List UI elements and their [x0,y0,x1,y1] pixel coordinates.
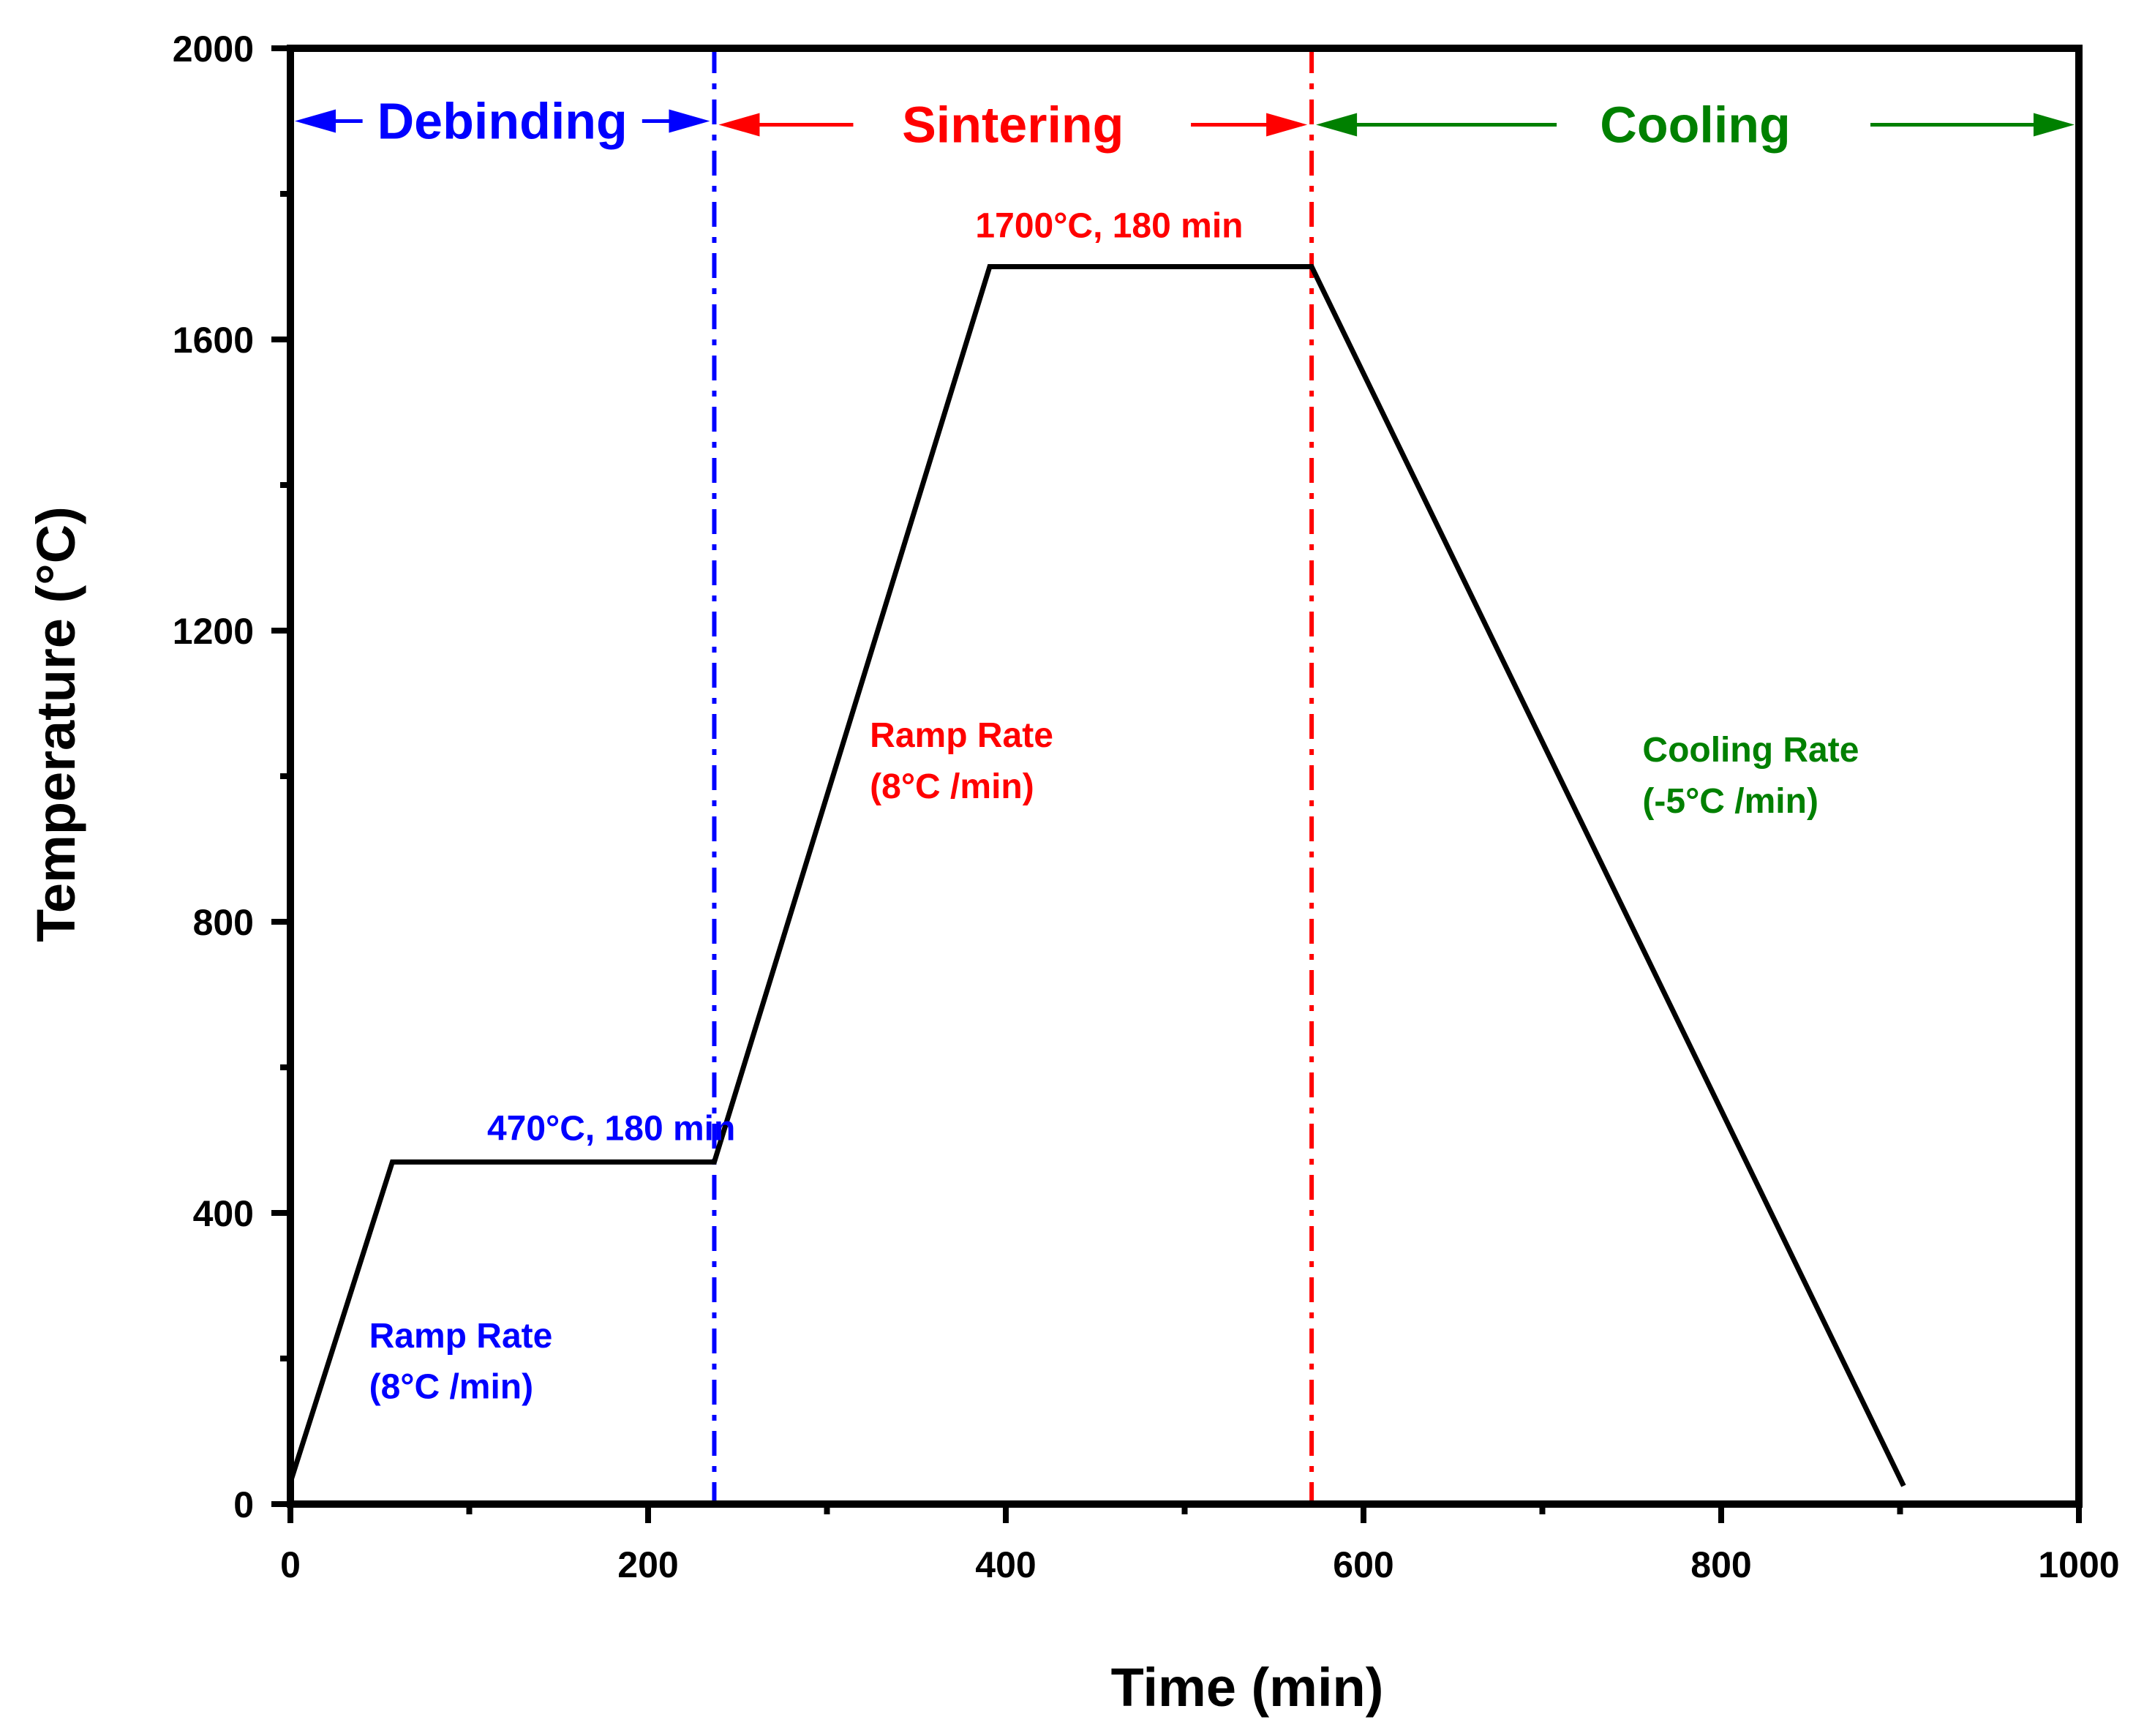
axis-ticks: 0 200 400 600 800 1000 0 400 800 1200 1600 2000 [173,29,2120,1585]
y-tick-label: 400 [193,1193,254,1234]
arrowhead [669,109,710,133]
plot-border [287,45,2083,1508]
phase-label-debinding: Debinding [377,93,628,150]
arrowhead [1316,113,1358,137]
annotation-text: Ramp Rate [369,1317,553,1356]
annotation-text: (8°C /min) [870,767,1034,806]
plot-frame [287,45,2083,1508]
annotations: 470°C, 180 min Ramp Rate (8°C /min) 1700°C,… [369,207,1859,1407]
annotation-text: 470°C, 180 min [487,1110,735,1149]
phase-dividers [712,48,1314,1504]
phase-label-cooling: Cooling [1600,96,1790,153]
x-tick-label: 400 [975,1544,1036,1585]
x-axis-title: Time (min) [1111,1657,1384,1718]
x-tick-label: 200 [617,1544,678,1585]
series-layer [287,264,1906,1487]
annotation-text: Cooling Rate [1642,731,1859,770]
y-tick-label: 1600 [173,320,254,361]
arrowhead [718,113,760,137]
arrowhead [2034,113,2075,137]
x-tick-label: 1000 [2038,1544,2119,1585]
y-tick-label: 800 [193,902,254,943]
annotation-text: 1700°C, 180 min [975,207,1243,246]
arrowhead [1266,113,1308,137]
x-tick-label: 0 [280,1544,301,1585]
y-tick-label: 2000 [173,29,254,69]
y-axis-title: Temperature (°C) [26,506,86,942]
annotation-text: (8°C /min) [369,1368,534,1407]
phase-label-sintering: Sintering [902,96,1124,153]
annotation-text: Ramp Rate [870,716,1053,755]
y-tick-label: 0 [233,1484,254,1525]
x-tick-label: 800 [1690,1544,1751,1585]
annotation-text: (-5°C /min) [1642,782,1818,821]
x-tick-label: 600 [1333,1544,1393,1585]
arrowhead [295,109,336,133]
temperature-profile-line [287,264,1906,1487]
phase-labels: Debinding Sintering Cooling [295,93,2075,153]
y-tick-label: 1200 [173,611,254,652]
